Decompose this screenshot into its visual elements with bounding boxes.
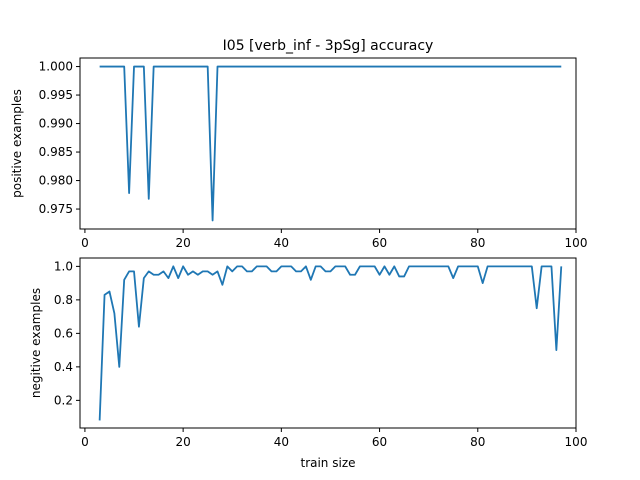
top-series-line xyxy=(99,65,562,222)
top-y-tick-label: 1.000 xyxy=(39,60,73,74)
bottom-x-tick-label: 40 xyxy=(274,435,289,449)
bottom-series-line xyxy=(98,265,563,421)
chart-title: I05 [verb_inf - 3pSg] accuracy xyxy=(223,38,434,54)
top-x-tick-label: 40 xyxy=(274,236,289,250)
top-x-tick-label: 80 xyxy=(470,236,485,250)
bottom-x-tick-label: 60 xyxy=(372,435,387,449)
bottom-y-tick-label: 0.4 xyxy=(54,360,73,374)
bottom-x-tick-label: 80 xyxy=(470,435,485,449)
bottom-x-tick-label: 0 xyxy=(81,435,89,449)
bottom-x-tick-label: 20 xyxy=(175,435,190,449)
top-subplot: 0 20 40 60 80 100 0.975 0.980 0.985 0.990 0.995 1.… xyxy=(10,57,587,250)
top-y-tick-label: 0.995 xyxy=(39,88,73,102)
top-x-tick-label: 20 xyxy=(175,236,190,250)
top-x-axis-ticks: 0 20 40 60 80 100 xyxy=(81,229,587,250)
top-y-tick-label: 0.985 xyxy=(39,145,73,159)
bottom-y-axis-label: negitive examples xyxy=(29,288,43,398)
top-x-tick-label: 60 xyxy=(372,236,387,250)
bottom-x-tick-label: 100 xyxy=(565,435,588,449)
top-y-tick-label: 0.980 xyxy=(39,174,73,188)
top-y-tick-label: 0.975 xyxy=(39,202,73,216)
bottom-y-tick-label: 1.0 xyxy=(54,259,73,273)
bottom-x-axis-label: train size xyxy=(300,456,355,470)
top-y-axis-ticks: 0.975 0.980 0.985 0.990 0.995 1.000 xyxy=(39,60,80,216)
bottom-y-axis-ticks: 0.2 0.4 0.6 0.8 1.0 xyxy=(54,259,80,407)
top-axes-frame xyxy=(79,57,577,230)
bottom-y-tick-label: 0.8 xyxy=(54,293,73,307)
top-x-tick-label: 100 xyxy=(565,236,588,250)
bottom-y-tick-label: 0.2 xyxy=(54,393,73,407)
bottom-x-axis-ticks: 0 20 40 60 80 100 xyxy=(81,428,587,449)
bottom-subplot: 0 20 40 60 80 100 0.2 0.4 0.6 0.8 1.0 negitive ex… xyxy=(29,257,587,470)
bottom-axes-frame xyxy=(79,257,577,429)
top-x-tick-label: 0 xyxy=(81,236,89,250)
bottom-y-tick-label: 0.6 xyxy=(54,326,73,340)
top-y-axis-label: positive examples xyxy=(10,89,24,198)
top-y-tick-label: 0.990 xyxy=(39,117,73,131)
